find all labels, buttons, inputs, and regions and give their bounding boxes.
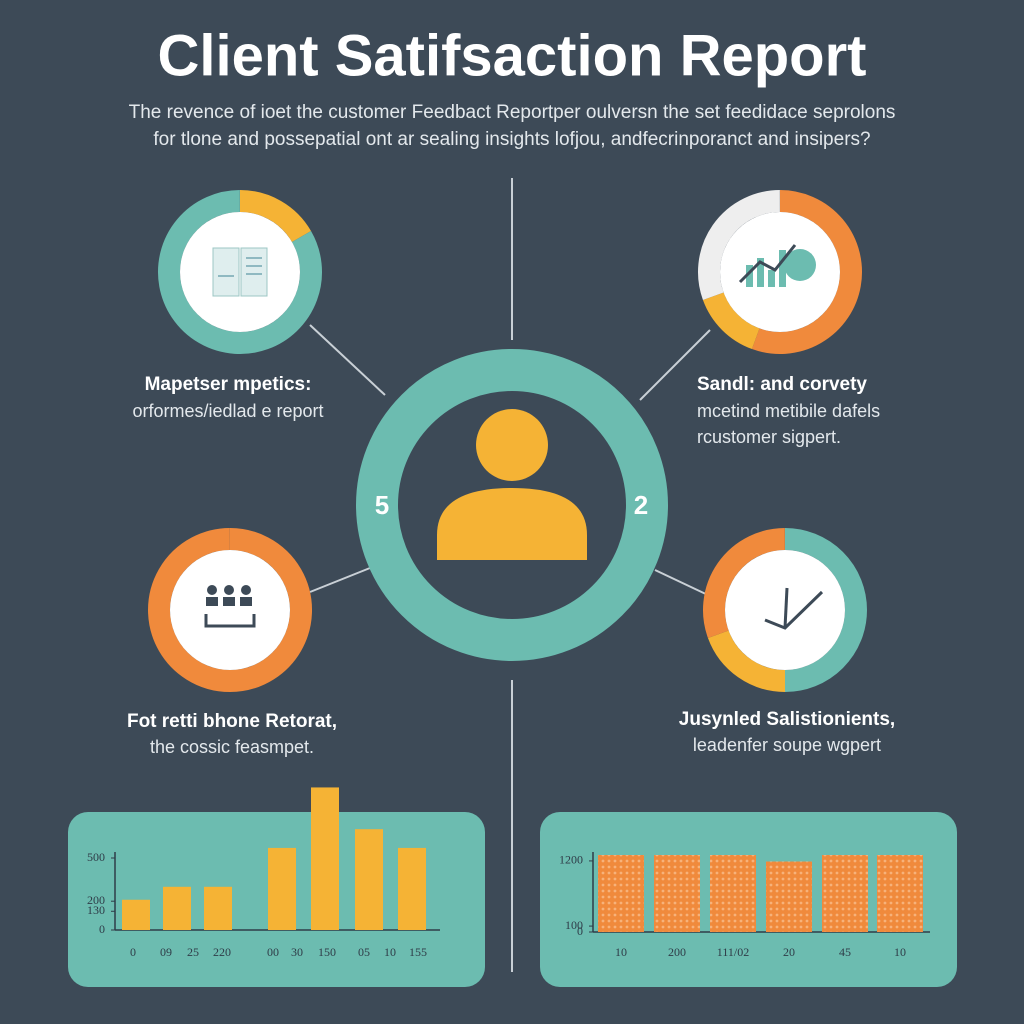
- bar: [822, 855, 868, 932]
- node-text: the cossic feasmpet.: [150, 737, 314, 757]
- x-tick-label: 00: [267, 945, 279, 959]
- x-tick-label: 155: [409, 945, 427, 959]
- ring-number: 2: [634, 490, 648, 520]
- node-heading: Jusynled Salistionients,: [679, 709, 895, 730]
- donut-segment: [698, 190, 781, 301]
- node-heading: Mapetser mpetics:: [145, 374, 312, 395]
- donut-segment: [751, 190, 862, 354]
- connectors: [309, 178, 711, 972]
- y-tick-label: 130: [87, 903, 105, 917]
- donut-segment: [703, 528, 786, 639]
- y-tick-label: 1200: [559, 853, 583, 867]
- donut-segment: [702, 292, 760, 350]
- bar: [311, 787, 339, 930]
- y-tick-label: 0: [577, 924, 583, 938]
- x-tick-label: 150: [318, 945, 336, 959]
- bar: [122, 899, 150, 930]
- donut-segment: [707, 630, 786, 692]
- bar: [654, 855, 700, 932]
- bar: [163, 886, 191, 930]
- node-heading: Sandl: and corvety: [697, 374, 867, 395]
- bar: [598, 855, 644, 932]
- donut-segment: [784, 528, 867, 692]
- subtitle: for tlone and possepatial ont ar sealing…: [153, 129, 870, 150]
- donut-segment: [147, 528, 312, 692]
- x-tick-label: 200: [668, 945, 686, 959]
- y-tick-label: 500: [87, 850, 105, 864]
- x-tick-label: 111/02: [717, 945, 749, 959]
- node-heading: Fot retti bhone Retorat,: [127, 711, 337, 732]
- center-ring: 5 2: [356, 349, 668, 661]
- node-text: rcustomer sigpert.: [697, 427, 841, 447]
- donuts: [147, 190, 867, 692]
- subtitle: The revence of ioet the customer Feedbac…: [129, 102, 896, 123]
- x-tick-label: 220: [213, 945, 231, 959]
- donut-segment: [239, 190, 312, 243]
- donut-center: [170, 550, 290, 670]
- donut-segment: [158, 190, 322, 354]
- ring-number: 5: [375, 490, 389, 520]
- node-text: mcetind metibile dafels: [697, 401, 880, 421]
- bar: [710, 855, 756, 932]
- title: Client Satifsaction Report: [158, 23, 867, 88]
- x-tick-label: 10: [384, 945, 396, 959]
- bar: [355, 829, 383, 930]
- x-tick-label: 10: [894, 945, 906, 959]
- icons: [204, 244, 824, 630]
- x-tick-label: 20: [783, 945, 795, 959]
- y-tick-label: 200: [87, 893, 105, 907]
- x-tick-label: 05: [358, 945, 370, 959]
- bar: [398, 847, 426, 930]
- x-tick-label: 45: [839, 945, 851, 959]
- x-tick-label: 30: [291, 945, 303, 959]
- bar: [766, 861, 812, 932]
- donut-center: [180, 212, 300, 332]
- bar: [268, 847, 296, 930]
- x-tick-label: 09: [160, 945, 172, 959]
- bar: [877, 855, 923, 932]
- x-tick-label: 25: [187, 945, 199, 959]
- node-text: orformes/iedlad e report: [132, 401, 323, 421]
- node-text: leadenfer soupe wgpert: [693, 735, 881, 755]
- y-tick-label: 100: [565, 918, 583, 932]
- bar: [204, 886, 232, 930]
- x-tick-label: 10: [615, 945, 627, 959]
- y-tick-label: 0: [99, 922, 105, 936]
- x-tick-label: 0: [130, 945, 136, 959]
